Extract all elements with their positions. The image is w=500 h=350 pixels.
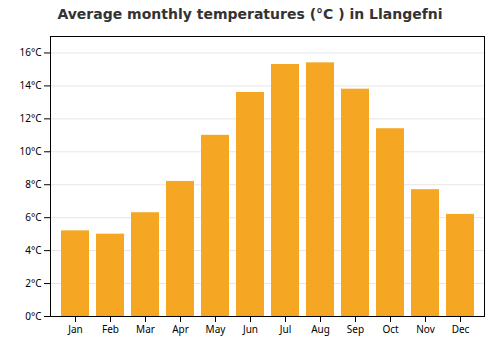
svg-text:Jul: Jul <box>279 322 292 336</box>
svg-text:8°C: 8°C <box>25 177 42 191</box>
svg-text:4°C: 4°C <box>25 243 42 257</box>
svg-text:0°C: 0°C <box>25 309 42 323</box>
svg-text:Jan: Jan <box>67 322 83 336</box>
svg-text:16°C: 16°C <box>19 45 42 59</box>
svg-text:14°C: 14°C <box>19 78 42 92</box>
svg-text:Apr: Apr <box>172 322 189 336</box>
svg-text:Jun: Jun <box>242 322 258 336</box>
svg-text:May: May <box>206 322 227 336</box>
svg-text:12°C: 12°C <box>19 111 42 125</box>
svg-text:Sep: Sep <box>347 322 364 336</box>
svg-text:2°C: 2°C <box>25 276 42 290</box>
svg-text:Mar: Mar <box>136 322 155 336</box>
svg-text:Feb: Feb <box>102 322 119 336</box>
html-text:Average monthly temperatures (: Average monthly temperatures (°C ) in Ll… <box>57 6 443 22</box>
svg-text:Oct: Oct <box>382 322 399 336</box>
svg-text:10°C: 10°C <box>19 144 42 158</box>
svg-text:Aug: Aug <box>311 322 330 336</box>
svg-text:Dec: Dec <box>452 322 470 336</box>
svg-text:Nov: Nov <box>416 322 435 336</box>
svg-text:6°C: 6°C <box>25 210 42 224</box>
